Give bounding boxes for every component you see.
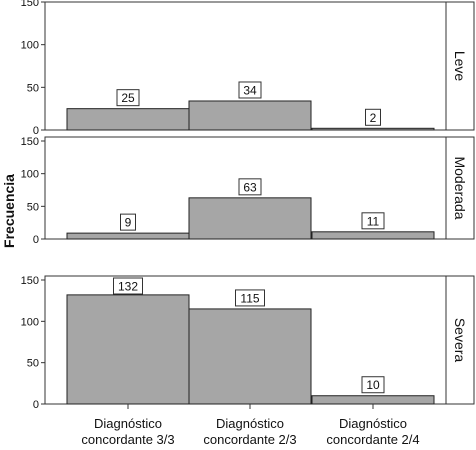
panel-strip	[445, 136, 475, 240]
x-tick-label: Diagnóstico concordante 2/4	[326, 416, 419, 447]
y-tick-label: 100	[21, 169, 39, 181]
data-label: 11	[367, 214, 380, 228]
bar	[311, 127, 435, 131]
data-label-box	[238, 81, 262, 99]
data-label-box	[116, 89, 140, 107]
data-label: 2	[370, 111, 377, 125]
y-tick-label: 150	[21, 136, 39, 148]
panels: Leve05010015025342Moderada05010015096311…	[21, 0, 475, 411]
panel-strip	[445, 275, 475, 405]
bar	[311, 395, 435, 405]
bar	[66, 108, 190, 131]
y-tick-label: 0	[33, 399, 39, 411]
x-tick-label: Diagnóstico concordante 2/3	[203, 416, 296, 447]
bar	[188, 308, 312, 405]
data-label: 132	[118, 280, 138, 294]
y-tick-label: 150	[21, 275, 39, 287]
data-label: 10	[366, 378, 380, 392]
x-tick-label: Diagnóstico concordante 3/3	[81, 416, 174, 447]
y-tick-label: 0	[33, 234, 39, 246]
y-axis-label: Frecuencia	[1, 174, 17, 248]
data-label: 115	[240, 291, 259, 305]
data-label-box	[365, 108, 381, 126]
data-label-box	[113, 277, 143, 295]
panel-leve: Leve 0 50 100 150 25 34 2	[21, 0, 475, 137]
data-label: 9	[125, 216, 132, 230]
data-label-box	[361, 376, 385, 394]
y-tick-label: 0	[33, 125, 39, 137]
y-tick-label: 50	[27, 358, 39, 370]
panel-severa: Severa 0 50 100 150 132 115 10	[21, 275, 475, 411]
y-tick-label: 50	[27, 82, 39, 94]
y-tick-label: 100	[21, 316, 39, 328]
data-label-box	[235, 289, 265, 307]
y-tick-label: 100	[21, 40, 39, 52]
y-tick-label: 150	[21, 0, 39, 9]
bar	[188, 197, 312, 240]
data-label-box	[238, 178, 262, 196]
bar	[66, 232, 190, 240]
data-label: 34	[243, 83, 257, 97]
panel-label: Severa	[452, 318, 468, 363]
bar	[311, 231, 435, 240]
panel-label: Moderada	[452, 156, 468, 219]
panel-moderada: Moderada 0 50 100 150 9 63 11	[21, 136, 475, 246]
bar	[188, 100, 312, 131]
data-label: 25	[121, 91, 135, 105]
panel-strip	[445, 1, 475, 131]
bar	[66, 294, 190, 405]
data-label-box	[120, 213, 136, 231]
y-tick-label: 50	[27, 201, 39, 213]
data-label: 63	[243, 180, 257, 194]
data-label-box	[361, 212, 385, 230]
panel-label: Leve	[452, 51, 468, 82]
x-axis: Diagnóstico concordante 3/3 Diagnóstico con…	[81, 404, 420, 447]
